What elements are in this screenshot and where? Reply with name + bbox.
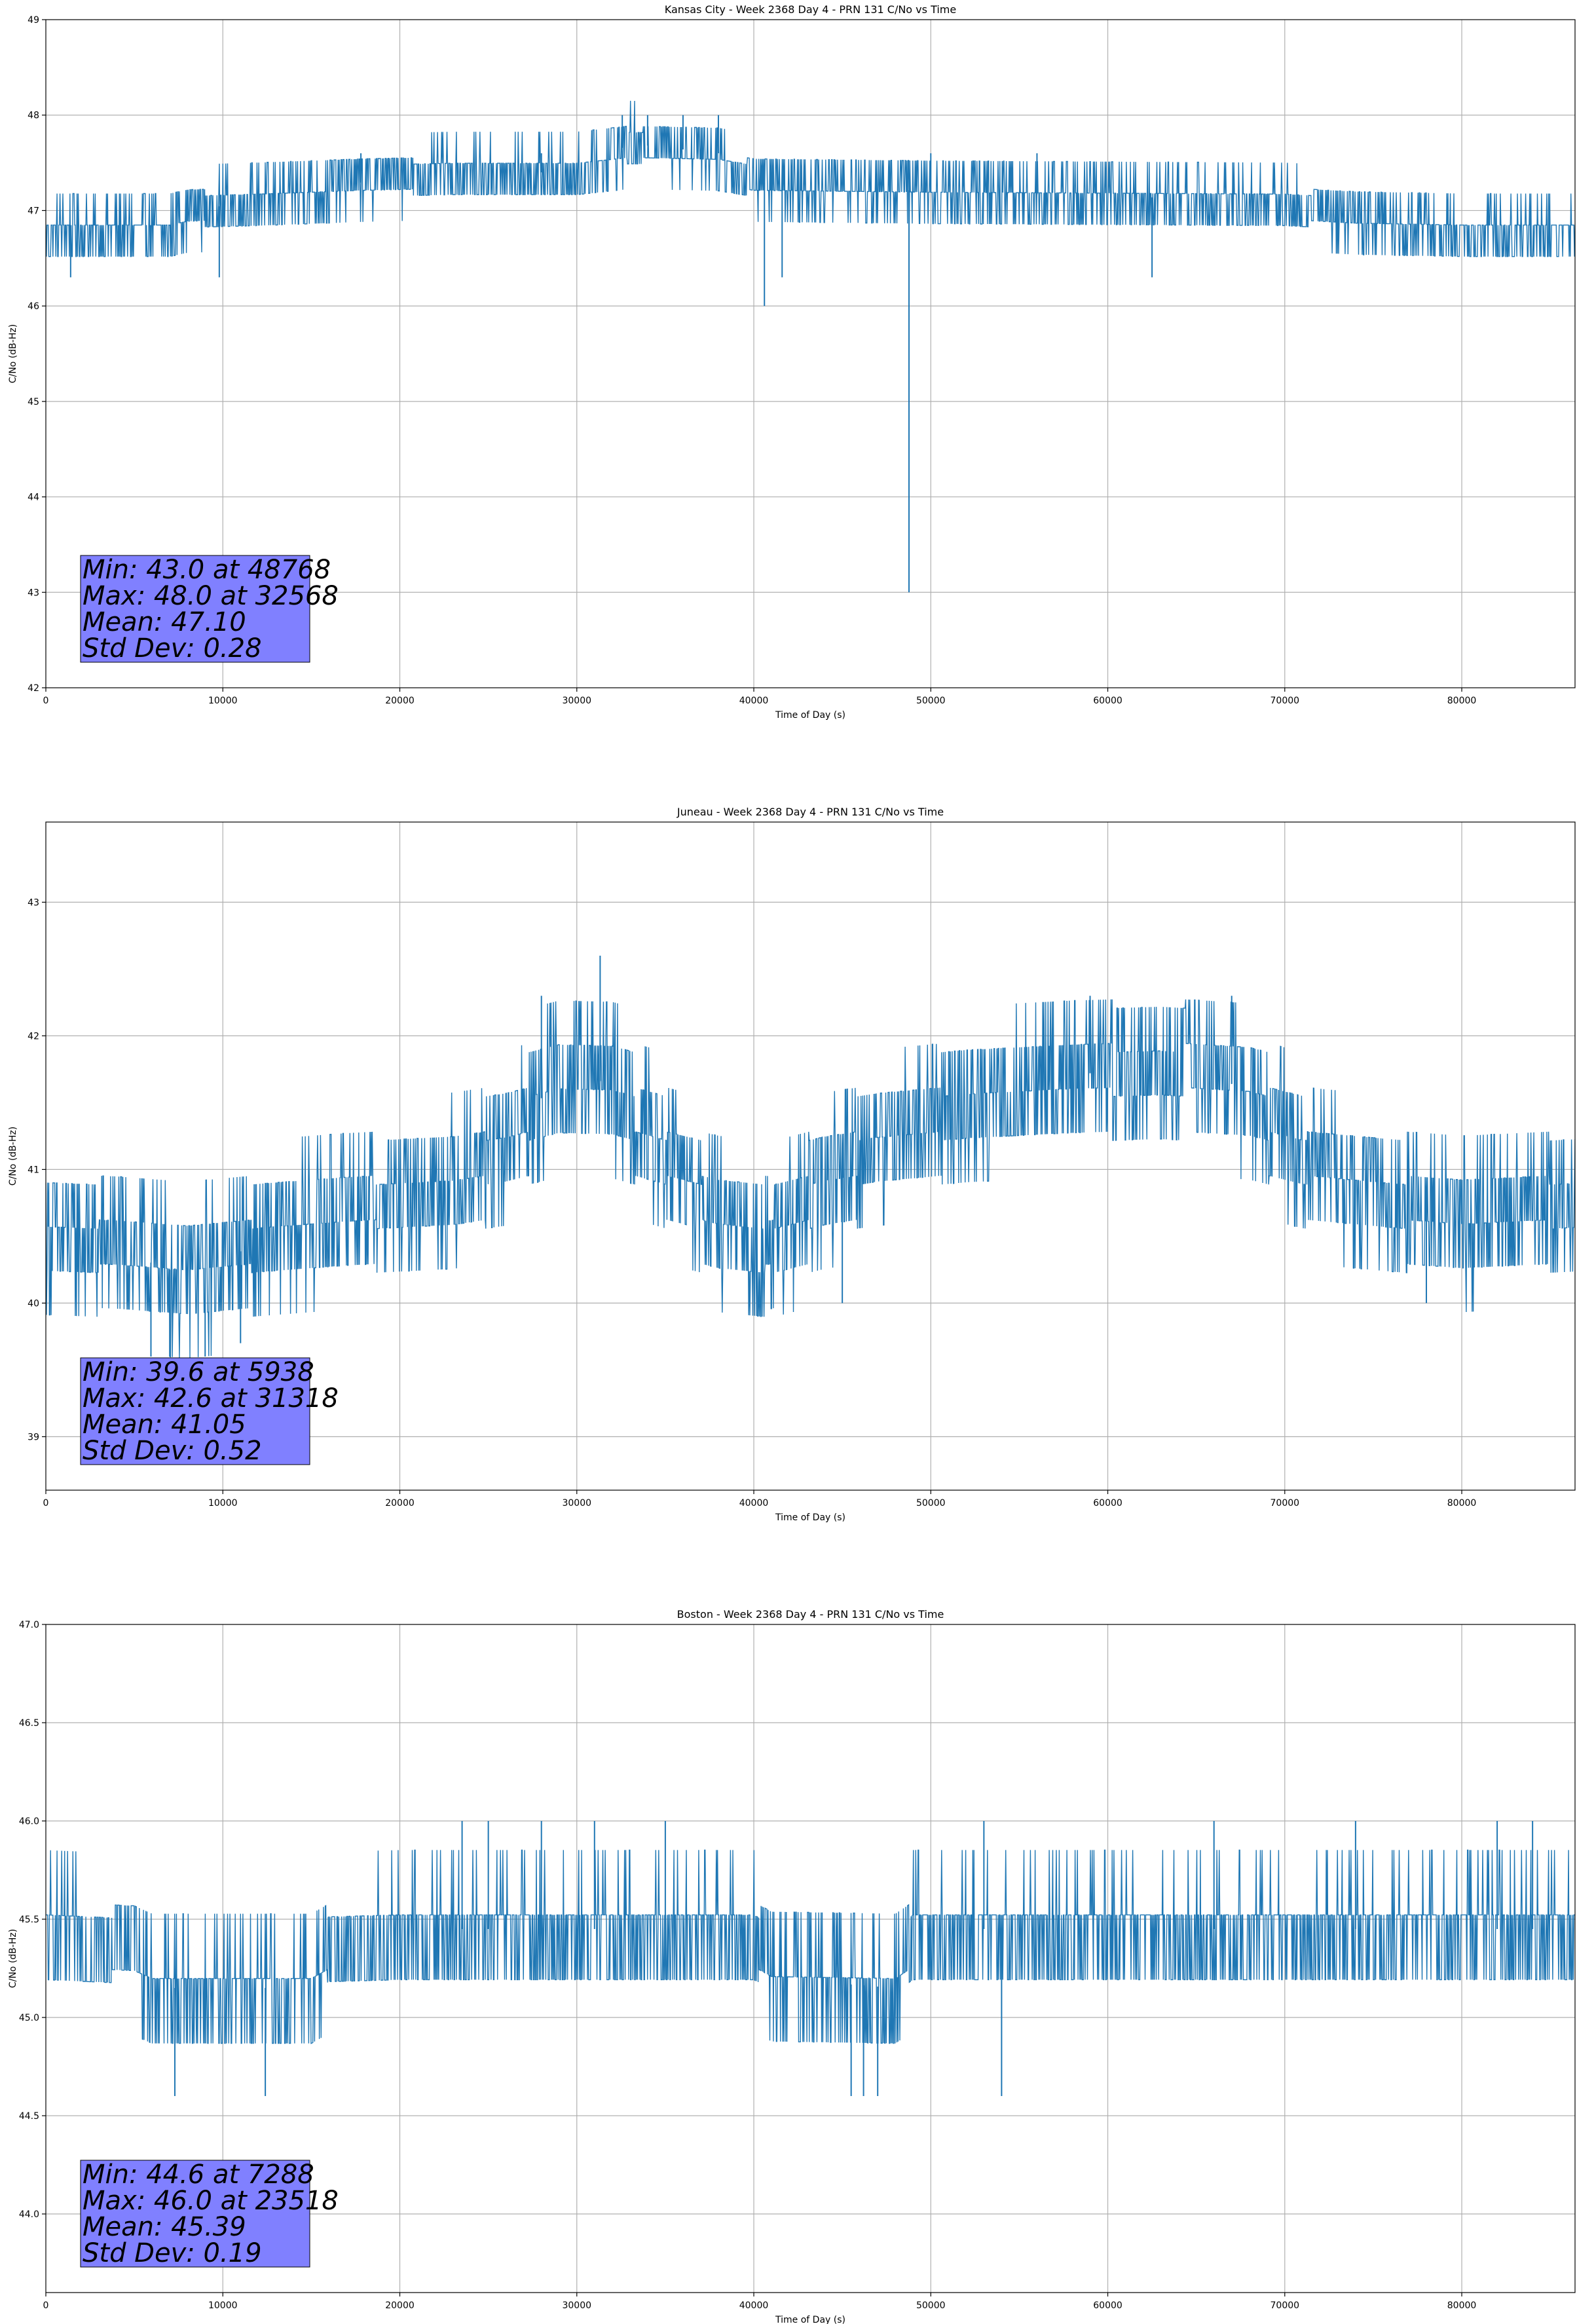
x-axis-title: Time of Day (s) xyxy=(775,1512,845,1523)
stats-line: Max: 46.0 at 23518 xyxy=(83,2186,339,2216)
y-tick-label: 39 xyxy=(28,1432,39,1442)
x-tick-label: 30000 xyxy=(562,2300,591,2311)
y-tick-label: 42 xyxy=(28,683,39,694)
stats-line: Min: 44.6 at 7288 xyxy=(83,2160,314,2190)
y-tick-label: 47 xyxy=(28,206,39,216)
y-tick-label: 47.0 xyxy=(19,1620,39,1630)
y-tick-label: 44.0 xyxy=(19,2209,39,2220)
y-tick-label: 45.0 xyxy=(19,2013,39,2023)
y-tick-label: 44 xyxy=(28,493,39,503)
y-tick-label: 45.5 xyxy=(19,1915,39,1925)
plot-frame xyxy=(45,1624,1576,2293)
y-tick-label: 46.0 xyxy=(19,1816,39,1827)
stats-line: Std Dev: 0.52 xyxy=(83,1436,262,1466)
stats-line: Min: 39.6 at 5938 xyxy=(83,1357,314,1387)
x-tick-label: 40000 xyxy=(739,696,769,706)
plot-frame xyxy=(45,821,1576,1491)
y-tick-label: 43 xyxy=(28,897,39,908)
x-tick-label: 20000 xyxy=(385,696,415,706)
y-tick-label: 48 xyxy=(28,111,39,121)
x-tick-label: 0 xyxy=(43,2300,49,2311)
cno-series-line xyxy=(46,1849,1575,2044)
x-tick-label: 20000 xyxy=(385,1498,415,1509)
plot-frame xyxy=(45,19,1576,688)
y-tick-label: 46 xyxy=(28,301,39,312)
x-tick-label: 80000 xyxy=(1447,696,1477,706)
x-tick-label: 30000 xyxy=(562,1498,591,1509)
y-tick-label: 49 xyxy=(28,15,39,26)
x-tick-label: 40000 xyxy=(739,1498,769,1509)
x-tick-label: 70000 xyxy=(1271,1498,1300,1509)
y-tick-label: 45 xyxy=(28,397,39,407)
stats-line: Mean: 41.05 xyxy=(83,1410,246,1440)
x-axis-title: Time of Day (s) xyxy=(775,2315,845,2324)
y-axis-title: C/No (dB-Hz) xyxy=(8,1127,18,1186)
stats-line: Std Dev: 0.28 xyxy=(83,633,262,664)
y-axis-title: C/No (dB-Hz) xyxy=(8,324,18,383)
x-tick-label: 50000 xyxy=(916,2300,946,2311)
x-tick-label: 70000 xyxy=(1271,2300,1300,2311)
x-axis-title: Time of Day (s) xyxy=(775,710,845,721)
chart-panel-1: 0 10000 20000 30000 40000 50000 60000 70000 8000… xyxy=(8,3,1576,721)
stats-line: Max: 48.0 at 32568 xyxy=(83,581,339,611)
stats-line: Max: 42.6 at 31318 xyxy=(83,1383,339,1414)
chart-title: Kansas City - Week 2368 Day 4 - PRN 131 … xyxy=(665,3,956,16)
x-tick-label: 0 xyxy=(43,696,49,706)
y-tick-label: 42 xyxy=(28,1031,39,1041)
x-tick-label: 80000 xyxy=(1447,2300,1477,2311)
x-tick-label: 20000 xyxy=(385,2300,415,2311)
x-tick-label: 30000 xyxy=(562,696,591,706)
y-tick-label: 40 xyxy=(28,1298,39,1309)
stats-line: Mean: 47.10 xyxy=(83,607,246,637)
x-tick-label: 60000 xyxy=(1093,1498,1122,1509)
chart-title: Juneau - Week 2368 Day 4 - PRN 131 C/No … xyxy=(677,806,944,818)
x-tick-label: 70000 xyxy=(1271,696,1300,706)
y-tick-label: 41 xyxy=(28,1165,39,1175)
y-tick-label: 43 xyxy=(28,588,39,598)
x-tick-label: 50000 xyxy=(916,1498,946,1509)
y-tick-label: 44.5 xyxy=(19,2111,39,2122)
x-tick-label: 10000 xyxy=(208,1498,238,1509)
cno-series-line xyxy=(46,100,1575,257)
stats-box xyxy=(80,1357,310,1465)
stats-line: Min: 43.0 at 48768 xyxy=(83,555,331,585)
x-tick-label: 60000 xyxy=(1093,2300,1122,2311)
x-tick-label: 10000 xyxy=(208,2300,238,2311)
x-tick-label: 0 xyxy=(43,1498,49,1509)
chart-title: Boston - Week 2368 Day 4 - PRN 131 C/No … xyxy=(677,1608,944,1621)
stats-line: Std Dev: 0.19 xyxy=(83,2238,262,2268)
chart-panel-2: 0 10000 20000 30000 40000 50000 60000 70000 8000… xyxy=(8,806,1576,1523)
y-tick-label: 46.5 xyxy=(19,1718,39,1729)
x-tick-label: 80000 xyxy=(1447,1498,1477,1509)
stats-box xyxy=(80,2160,310,2268)
stats-line: Mean: 45.39 xyxy=(83,2212,246,2242)
cno-series-line xyxy=(46,999,1575,1359)
y-axis-title: C/No (dB-Hz) xyxy=(8,1929,18,1988)
x-tick-label: 10000 xyxy=(208,696,238,706)
x-tick-label: 40000 xyxy=(739,2300,769,2311)
chart-panel-3: 0 10000 20000 30000 40000 50000 60000 70000 8000… xyxy=(8,1608,1576,2324)
x-tick-label: 60000 xyxy=(1093,696,1122,706)
x-tick-label: 50000 xyxy=(916,696,946,706)
stats-box xyxy=(80,555,310,663)
